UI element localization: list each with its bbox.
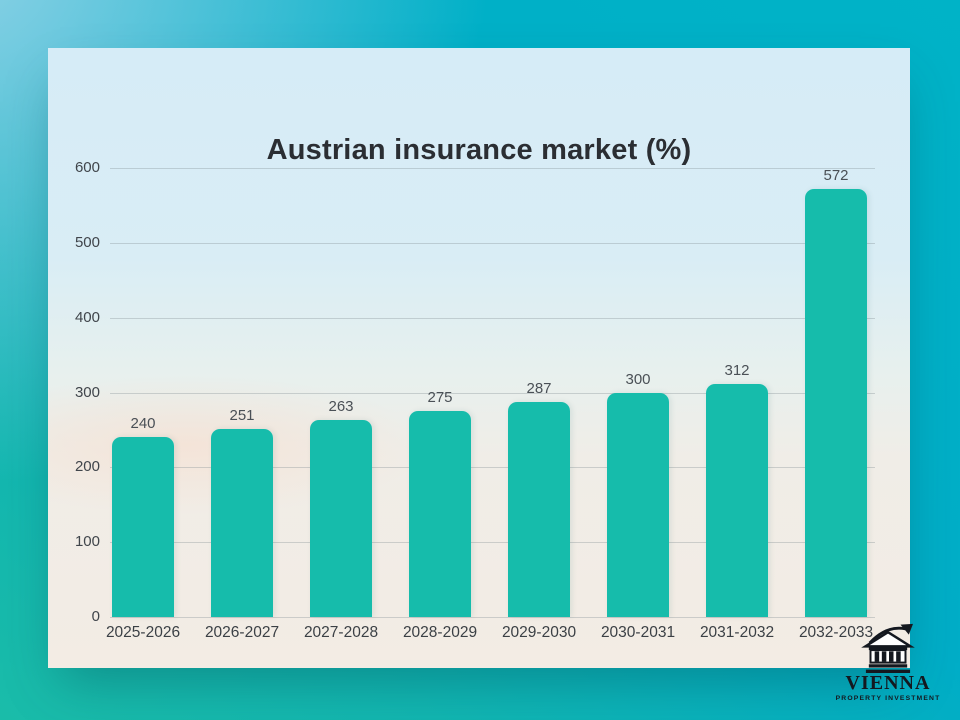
bar	[211, 429, 273, 617]
x-tick-label: 2031-2032	[699, 624, 775, 641]
x-tick-label: 2029-2030	[501, 624, 577, 641]
bar-value-label: 572	[823, 166, 849, 184]
bar	[310, 420, 372, 617]
chart-card: Austrian insurance market (%) 0 100 200 300…	[48, 48, 910, 668]
x-tick-label: 2032-2033	[798, 624, 874, 641]
chart-title: Austrian insurance market (%)	[266, 134, 692, 166]
bar	[112, 437, 174, 617]
grid-line	[110, 617, 875, 618]
y-tick-label: 500	[74, 233, 100, 251]
y-tick-label: 300	[74, 383, 100, 401]
y-axis-labels: 0 100 200 300 400 500 600	[48, 159, 100, 625]
x-tick-label: 2027-2028	[303, 624, 379, 641]
bar	[805, 188, 867, 617]
grid-line	[110, 168, 875, 169]
bar	[607, 392, 669, 617]
logo-subtitle: PROPERTY INVESTMENT	[835, 695, 941, 702]
grid-line	[110, 467, 875, 469]
grid-line	[110, 317, 875, 319]
bar-chart-plot: 240 2025-2026 251 2026-2027 263 2027-2028 275 2…	[106, 166, 875, 641]
y-tick-label: 200	[74, 458, 100, 476]
logo-name: VIENNA	[845, 672, 931, 694]
bar-value-label: 263	[328, 398, 354, 416]
y-tick-label: 600	[74, 159, 100, 176]
bar	[508, 402, 570, 617]
grid-line	[110, 542, 875, 544]
x-tick-label: 2025-2026	[105, 624, 181, 641]
grid-line	[110, 242, 875, 244]
bar	[706, 383, 768, 617]
grid-line	[110, 392, 875, 394]
bar-value-label: 275	[427, 389, 453, 407]
bar	[409, 411, 471, 617]
bar-value-label: 287	[526, 380, 552, 398]
x-tick-label: 2026-2027	[204, 624, 280, 641]
y-tick-label: 0	[91, 608, 100, 625]
y-tick-label: 100	[74, 533, 100, 551]
vienna-logo: VIENNA PROPERTY INVESTMENT	[836, 623, 939, 703]
y-tick-label: 400	[74, 308, 100, 326]
x-tick-label: 2028-2029	[402, 624, 478, 641]
bank-building-arrow-icon	[861, 623, 915, 673]
bar-value-label: 312	[724, 361, 750, 379]
bar-value-label: 251	[229, 407, 255, 425]
x-tick-label: 2030-2031	[600, 624, 676, 641]
bar-value-label: 300	[625, 370, 651, 388]
bar-value-label: 240	[130, 415, 156, 433]
